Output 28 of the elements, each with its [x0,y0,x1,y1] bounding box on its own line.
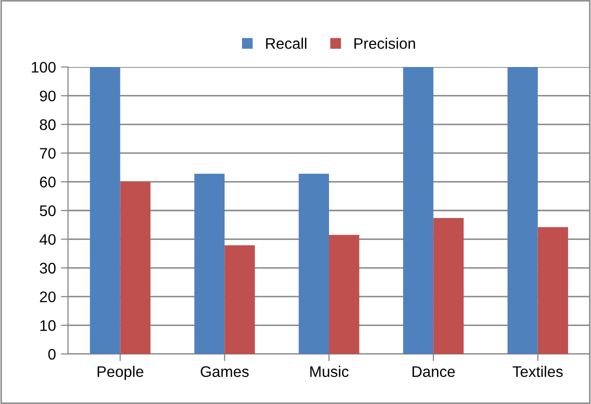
bar [508,67,538,354]
bar [329,234,360,354]
bar [298,174,329,354]
y-tick-label: 60 [40,176,56,188]
y-tick-label: 40 [40,234,56,245]
x-tick-label: Dance [412,366,455,378]
bar [538,227,568,354]
bar [194,174,225,354]
bar [433,218,464,354]
bar [120,182,150,354]
y-tick-label: 50 [40,205,56,216]
y-tick-label: 100 [32,62,56,73]
y-tick-label: 10 [40,320,56,331]
legend-label: Precision [354,38,416,49]
legend-label: Recall [266,38,306,49]
x-tick-label: People [98,366,144,380]
y-tick-label: 80 [40,119,56,130]
x-tick-label: Textiles [512,366,563,378]
bar [224,245,255,354]
y-tick-label: 90 [40,90,56,102]
x-tick-label: Games [200,366,249,378]
x-tick-label: Music [310,366,349,378]
y-tick-label: 30 [40,262,56,274]
bar [403,67,434,354]
bar [90,67,120,354]
y-tick-label: 0 [48,348,56,360]
y-tick-label: 70 [40,148,56,159]
y-tick-label: 20 [40,291,56,302]
